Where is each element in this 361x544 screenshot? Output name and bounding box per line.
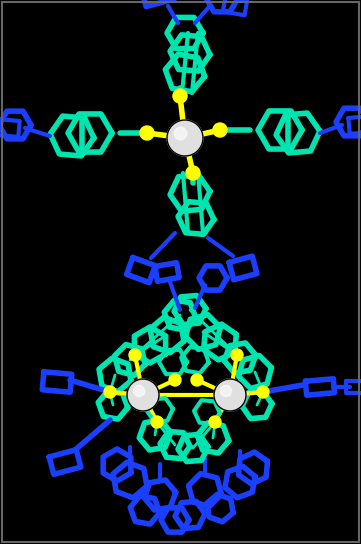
Circle shape bbox=[140, 126, 154, 140]
Circle shape bbox=[173, 89, 187, 103]
Circle shape bbox=[209, 416, 221, 428]
Circle shape bbox=[134, 385, 145, 397]
Circle shape bbox=[169, 374, 181, 386]
Circle shape bbox=[231, 349, 243, 361]
Circle shape bbox=[151, 416, 163, 428]
Circle shape bbox=[186, 166, 200, 180]
Circle shape bbox=[214, 379, 246, 411]
Circle shape bbox=[213, 123, 227, 137]
Circle shape bbox=[167, 120, 203, 156]
Circle shape bbox=[127, 379, 159, 411]
Circle shape bbox=[257, 386, 269, 398]
Circle shape bbox=[174, 127, 187, 140]
Circle shape bbox=[104, 386, 116, 398]
Circle shape bbox=[191, 374, 203, 386]
Circle shape bbox=[221, 385, 232, 397]
Circle shape bbox=[129, 349, 141, 361]
